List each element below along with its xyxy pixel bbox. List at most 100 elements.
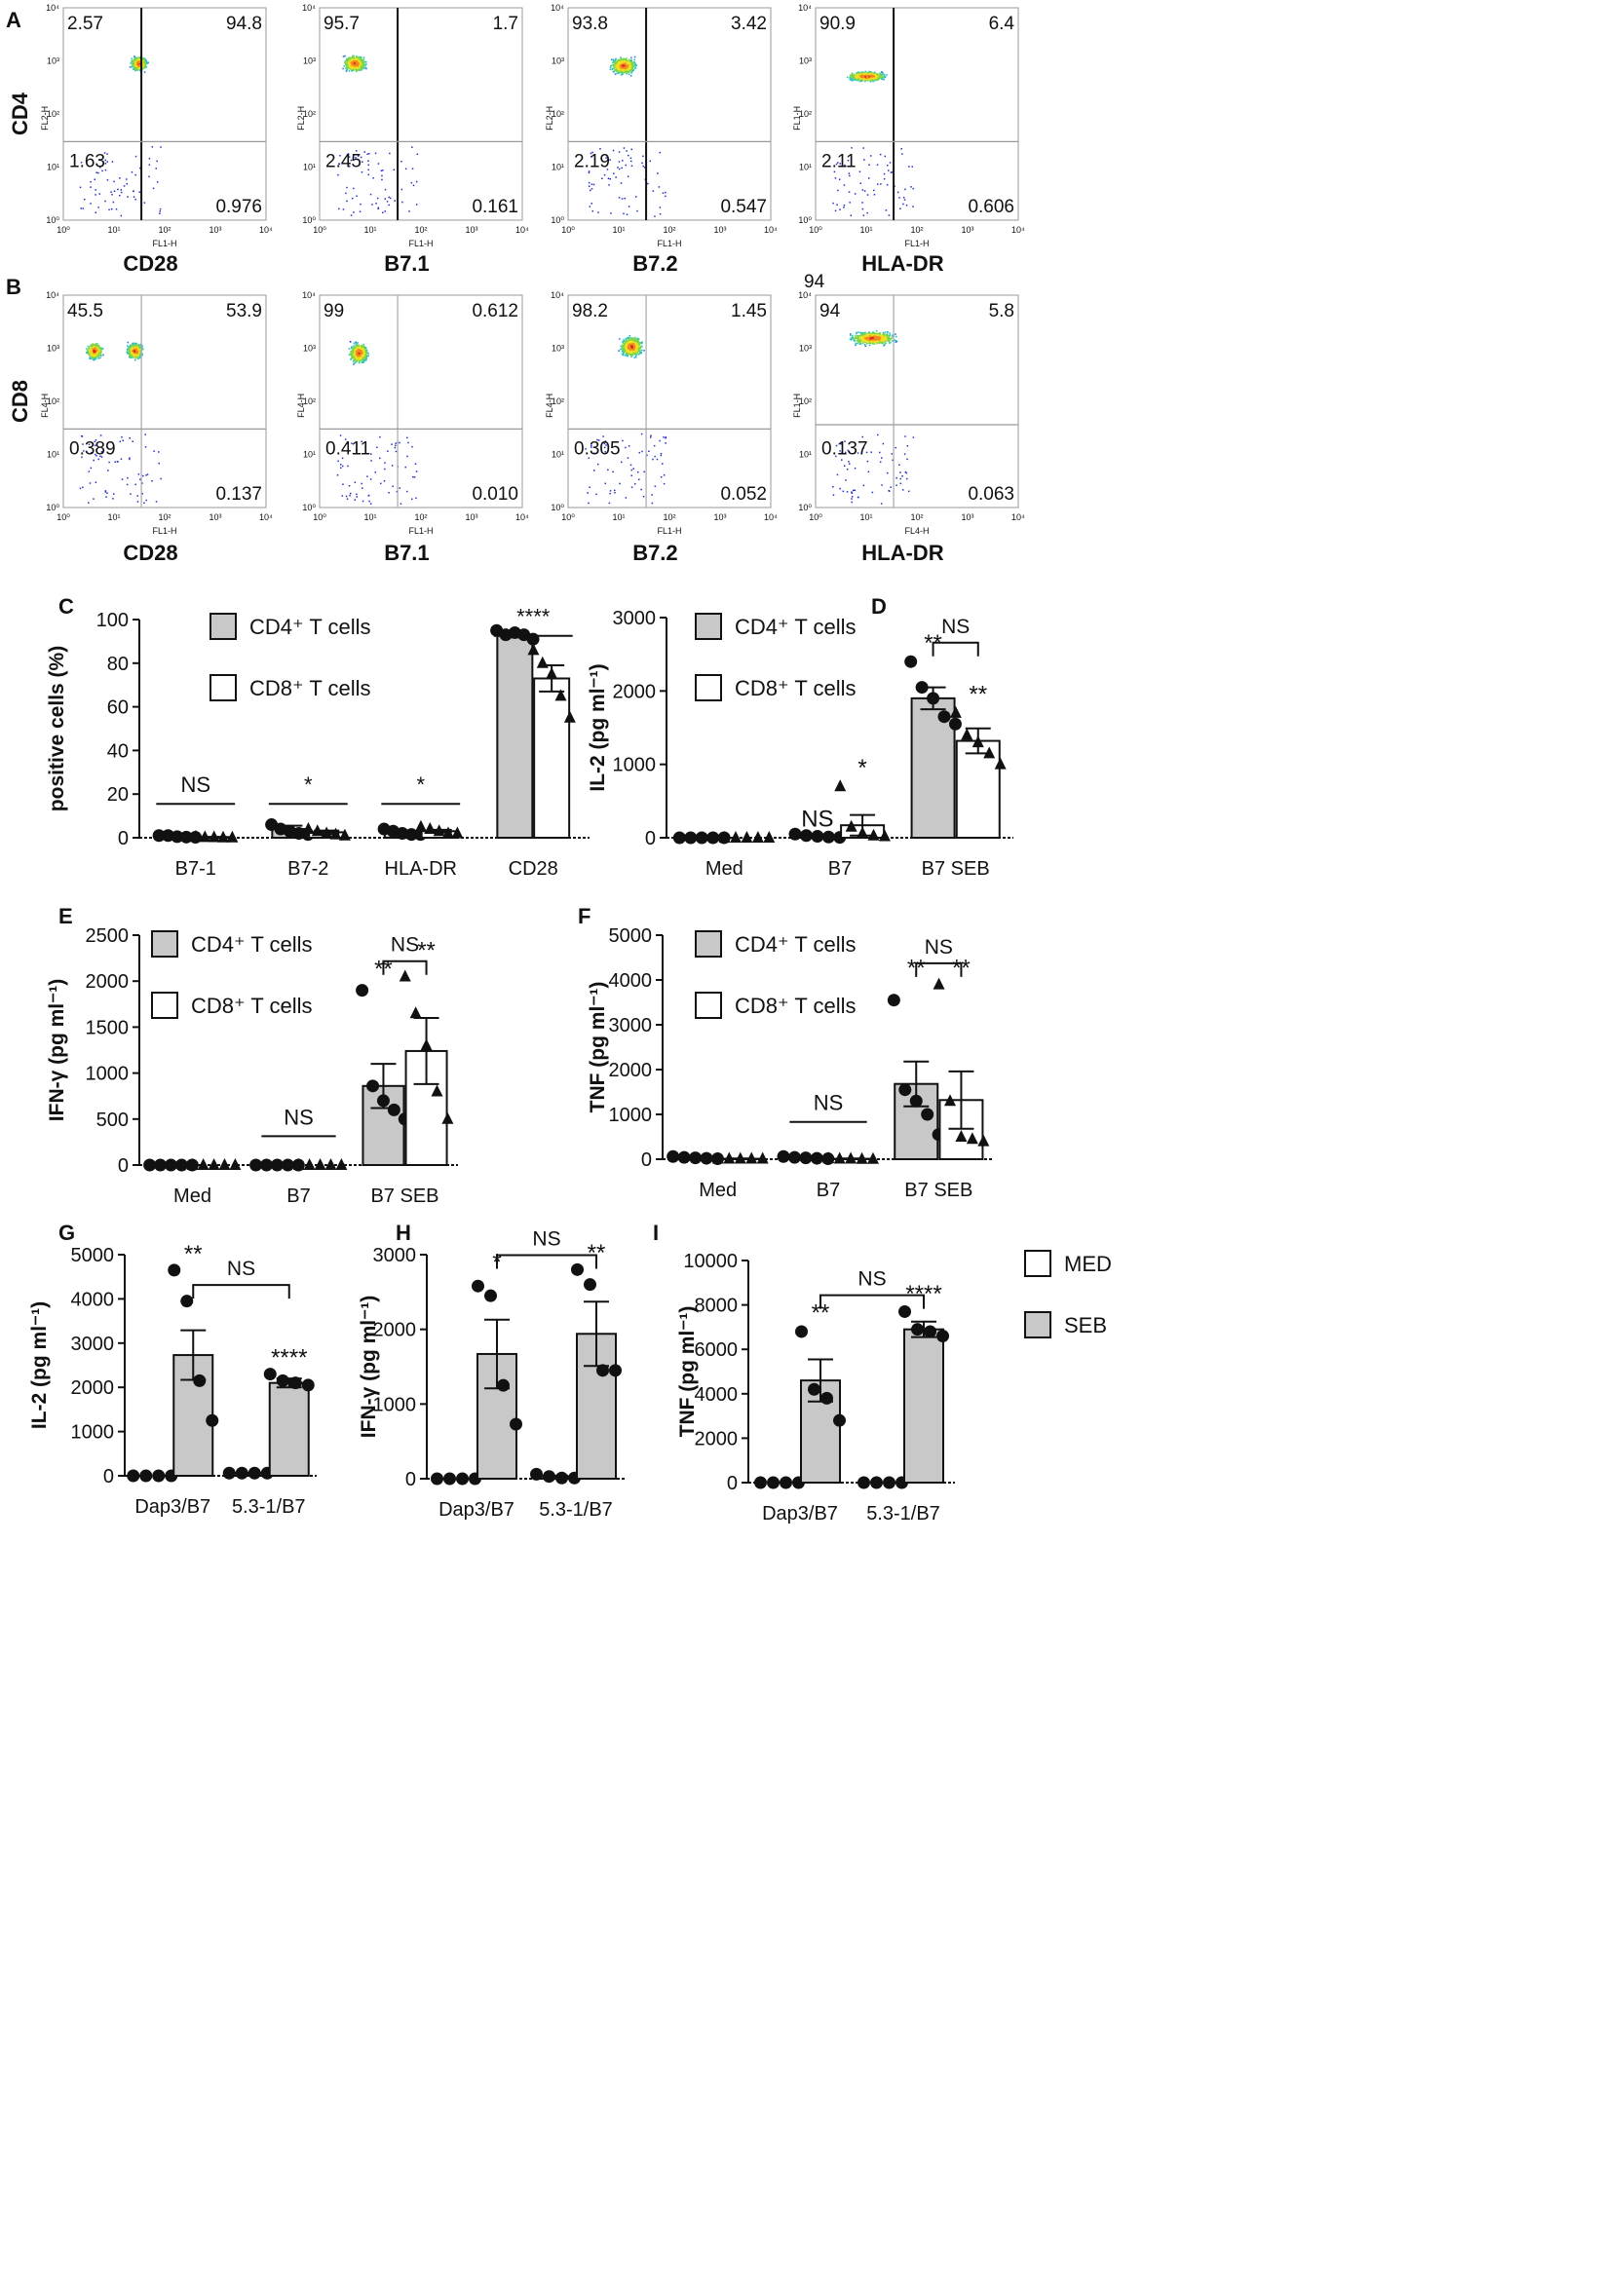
event-dot <box>852 74 854 76</box>
event-dot <box>135 58 138 60</box>
flow-plot: 45.5 53.90.3890.13710⁰10⁰10¹10¹10²10²10³1… <box>40 290 273 565</box>
event-dot <box>133 56 135 57</box>
event-dot <box>351 65 354 67</box>
y-tick-label: 10¹ <box>47 163 59 172</box>
event-dot <box>95 345 98 348</box>
event-dot <box>346 68 348 71</box>
event-dot <box>94 352 96 354</box>
event-dot <box>889 162 892 164</box>
event-dot <box>355 62 357 64</box>
event-dot <box>899 207 901 209</box>
event-dot <box>629 70 631 73</box>
event-dot <box>350 68 353 70</box>
quadrant-lower-right: 0.161 <box>472 197 518 217</box>
event-dot <box>356 65 359 67</box>
event-dot <box>629 157 632 160</box>
event-dot <box>410 181 413 184</box>
event-dot <box>876 73 878 76</box>
event-dot <box>843 205 846 207</box>
event-dot <box>95 171 97 173</box>
event-dot <box>630 165 633 167</box>
event-dot <box>148 164 151 166</box>
event-dot <box>353 56 355 58</box>
event-dot <box>622 64 624 66</box>
event-dot <box>613 59 615 62</box>
event-dot <box>132 63 133 65</box>
event-dot <box>136 68 139 70</box>
event-dot <box>872 74 874 77</box>
event-dot <box>876 75 878 77</box>
event-dot <box>102 354 104 357</box>
event-dot <box>134 155 137 158</box>
event-dot <box>360 67 362 69</box>
event-dot <box>847 160 850 162</box>
event-dot <box>618 62 620 64</box>
event-dot <box>607 177 610 179</box>
event-dot <box>868 177 870 179</box>
event-dot <box>625 69 627 72</box>
event-dot <box>616 69 619 71</box>
event-dot <box>384 210 386 212</box>
event-dot <box>609 159 611 161</box>
event-dot <box>856 74 857 77</box>
y-tick-label: 10³ <box>303 56 316 66</box>
event-dot <box>588 171 590 174</box>
x-tick-label: 10² <box>663 225 675 235</box>
event-dot <box>861 76 863 79</box>
event-dot <box>89 354 91 357</box>
event-dot <box>362 161 363 163</box>
event-dot <box>910 186 912 188</box>
event-dot <box>866 72 869 74</box>
event-dot <box>133 56 135 58</box>
event-dot <box>629 59 632 61</box>
event-dot <box>362 56 365 58</box>
event-dot <box>861 189 864 191</box>
event-dot <box>883 75 886 78</box>
event-dot <box>615 62 618 65</box>
flow-plot: 93.8 3.422.190.54710⁰10⁰10¹10¹10²10²10³10… <box>545 3 778 276</box>
event-dot <box>94 345 95 348</box>
event-dot <box>868 164 870 166</box>
event-dot <box>649 160 651 163</box>
event-dot <box>133 59 135 61</box>
x-tick-label: 10³ <box>209 225 221 235</box>
plot-frame <box>567 7 772 221</box>
event-dot <box>95 343 97 345</box>
event-dot <box>615 69 617 71</box>
y-tick-label: 10⁴ <box>302 3 316 13</box>
event-dot <box>368 153 370 155</box>
event-dot <box>90 352 92 354</box>
event-dot <box>612 70 615 73</box>
event-dot <box>591 151 593 154</box>
event-dot <box>898 197 900 199</box>
event-dot <box>874 77 876 80</box>
event-dot <box>861 78 864 80</box>
event-dot <box>888 214 891 216</box>
event-dot <box>855 78 857 81</box>
x-axis-channel: FL1-H <box>904 239 929 248</box>
event-dot <box>837 189 839 192</box>
event-dot <box>94 358 95 361</box>
event-dot <box>354 60 357 62</box>
event-dot <box>912 206 914 207</box>
event-dot <box>349 60 352 62</box>
event-dot <box>349 64 352 66</box>
event-dot <box>355 64 357 67</box>
event-dot <box>852 75 855 78</box>
event-dot <box>96 344 99 347</box>
plot-frame <box>815 7 1019 221</box>
event-dot <box>857 78 859 80</box>
quadrant-lower-right: 0.606 <box>968 197 1014 217</box>
event-dot <box>362 59 364 62</box>
event-dot <box>363 60 365 63</box>
event-dot <box>134 66 136 68</box>
event-dot <box>635 64 638 67</box>
event-dot <box>355 69 358 72</box>
event-dot <box>617 61 620 64</box>
event-dot <box>354 63 356 66</box>
event-dot <box>850 214 853 216</box>
event-dot <box>851 78 854 80</box>
event-dot <box>98 350 100 353</box>
event-dot <box>628 68 630 71</box>
event-dot <box>352 56 354 59</box>
